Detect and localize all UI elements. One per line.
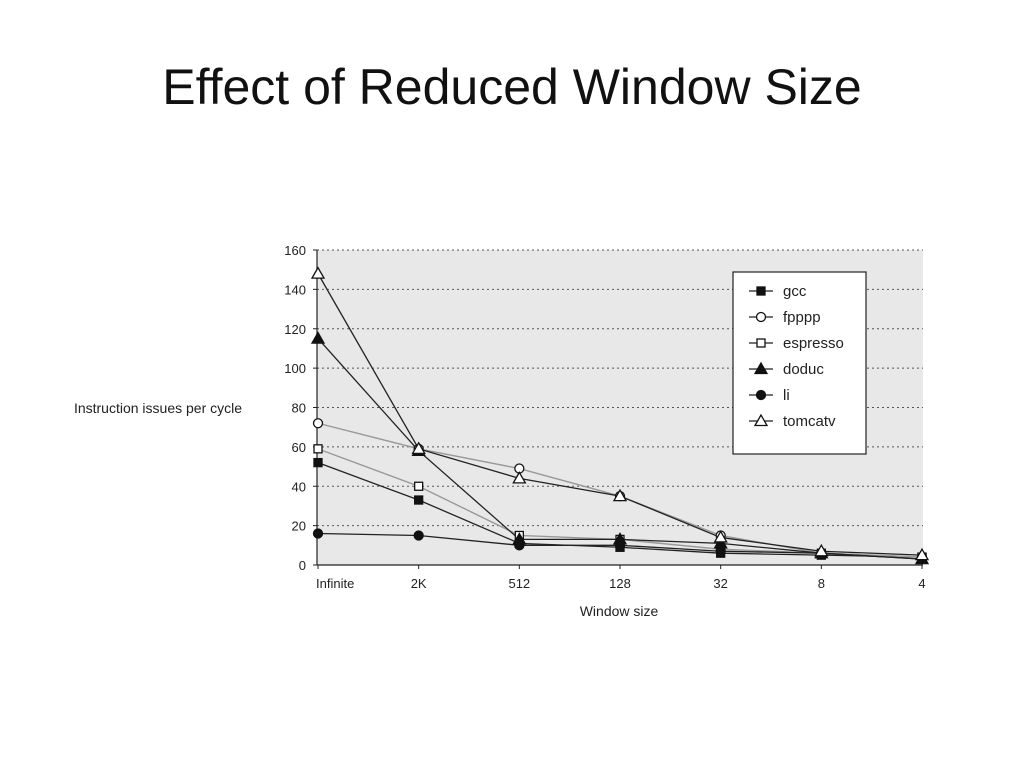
data-point-tomcatv bbox=[310, 266, 326, 279]
x-axis: Infinite 2K 512 128 32 8 4 bbox=[316, 564, 926, 591]
y-tick-label: 80 bbox=[292, 401, 306, 416]
y-axis: 0 20 40 60 80 100 120 140 160 bbox=[284, 243, 318, 573]
legend-box bbox=[732, 271, 867, 455]
legend-label-li: li bbox=[783, 387, 790, 404]
data-point-fpppp bbox=[312, 418, 324, 429]
legend-marker-espresso bbox=[756, 338, 766, 348]
data-point-li bbox=[413, 530, 424, 541]
data-point-li bbox=[715, 546, 726, 557]
y-tick-label: 20 bbox=[292, 519, 306, 534]
x-axis-title: Window size bbox=[580, 603, 659, 619]
legend-label-doduc: doduc bbox=[783, 361, 824, 378]
x-tick-label: 2K bbox=[411, 576, 427, 591]
y-tick-label: 140 bbox=[284, 282, 306, 297]
data-point-li bbox=[514, 540, 525, 551]
y-tick-label: 60 bbox=[292, 440, 306, 455]
legend: gcc fpppp espresso doduc li tomcatv bbox=[732, 271, 867, 455]
legend-marker-li bbox=[755, 389, 767, 401]
y-tick-label: 40 bbox=[292, 479, 306, 494]
y-tick-label: 100 bbox=[284, 361, 306, 376]
data-point-espresso bbox=[313, 444, 323, 454]
data-point-li bbox=[312, 528, 324, 539]
x-tick-label: 4 bbox=[918, 576, 925, 591]
legend-marker-gcc bbox=[756, 286, 766, 296]
data-point-li bbox=[614, 540, 626, 551]
legend-marker-fpppp bbox=[755, 311, 767, 323]
data-point-gcc bbox=[414, 495, 424, 505]
legend-label-tomcatv: tomcatv bbox=[783, 413, 836, 430]
data-point-tomcatv bbox=[512, 471, 527, 484]
y-tick-label: 160 bbox=[284, 243, 306, 258]
data-point-tomcatv bbox=[411, 441, 426, 454]
y-axis-title: Instruction issues per cycle bbox=[74, 400, 242, 416]
data-point-tomcatv bbox=[914, 547, 930, 561]
data-point-tomcatv bbox=[612, 488, 628, 502]
legend-marker-doduc bbox=[753, 361, 769, 375]
x-tick-label: Infinite bbox=[316, 576, 354, 591]
legend-label-gcc: gcc bbox=[783, 283, 807, 300]
series-markers bbox=[310, 266, 930, 565]
data-point-doduc bbox=[310, 331, 326, 344]
legend-label-fpppp: fpppp bbox=[783, 309, 821, 326]
x-tick-label: 32 bbox=[713, 576, 727, 591]
data-point-tomcatv bbox=[713, 530, 728, 543]
data-point-gcc bbox=[313, 457, 323, 468]
x-tick-label: 512 bbox=[508, 576, 530, 591]
data-point-tomcatv bbox=[814, 543, 829, 557]
data-point-espresso bbox=[414, 481, 424, 491]
y-tick-label: 0 bbox=[299, 558, 306, 573]
x-tick-label: 128 bbox=[609, 576, 631, 591]
slide-title: Effect of Reduced Window Size bbox=[162, 59, 862, 115]
x-tick-label: 8 bbox=[818, 576, 825, 591]
y-tick-label: 120 bbox=[284, 322, 306, 337]
legend-marker-tomcatv bbox=[753, 413, 769, 427]
legend-label-espresso: espresso bbox=[783, 335, 844, 352]
